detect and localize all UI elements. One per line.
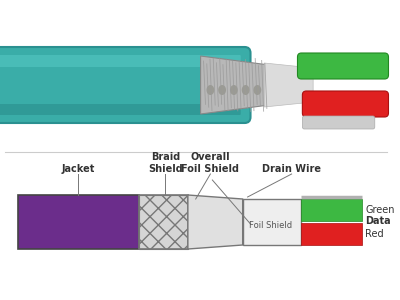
- FancyBboxPatch shape: [0, 55, 241, 67]
- FancyBboxPatch shape: [0, 47, 250, 123]
- Bar: [18, 195, 139, 249]
- Ellipse shape: [242, 85, 250, 95]
- FancyBboxPatch shape: [302, 91, 388, 117]
- Bar: [139, 195, 188, 249]
- FancyBboxPatch shape: [0, 104, 241, 115]
- Polygon shape: [264, 63, 313, 107]
- Bar: [139, 195, 188, 249]
- Ellipse shape: [254, 85, 261, 95]
- FancyBboxPatch shape: [302, 116, 375, 129]
- Bar: [139, 195, 188, 249]
- Text: Data: Data: [365, 216, 391, 226]
- Bar: [301, 223, 362, 245]
- Text: Red: Red: [365, 229, 384, 239]
- Text: Green: Green: [365, 205, 394, 215]
- Bar: [243, 199, 301, 245]
- Ellipse shape: [230, 85, 238, 95]
- Polygon shape: [201, 56, 269, 114]
- Bar: [301, 199, 362, 221]
- Text: Jacket: Jacket: [62, 164, 95, 174]
- Text: Braid
Shield: Braid Shield: [148, 152, 183, 174]
- Polygon shape: [188, 195, 243, 249]
- Ellipse shape: [206, 85, 214, 95]
- Text: Overall
Foil Shield: Overall Foil Shield: [181, 152, 239, 174]
- Text: Drain Wire: Drain Wire: [262, 164, 321, 174]
- FancyBboxPatch shape: [298, 53, 388, 79]
- Text: Foil Shield: Foil Shield: [248, 220, 292, 230]
- Ellipse shape: [218, 85, 226, 95]
